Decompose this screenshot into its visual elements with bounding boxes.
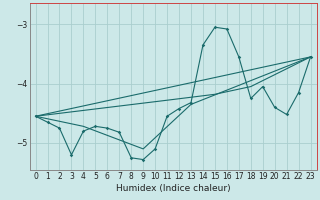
X-axis label: Humidex (Indice chaleur): Humidex (Indice chaleur) [116,184,230,193]
